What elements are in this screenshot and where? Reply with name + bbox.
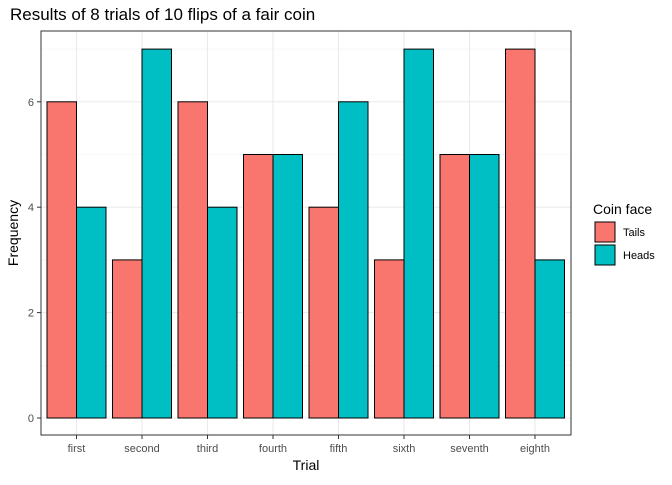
x-tick-label: second — [124, 443, 159, 455]
x-tick-label: fifth — [330, 443, 348, 455]
bar-heads-second — [141, 48, 172, 419]
bar-tails-sixth — [374, 259, 405, 419]
x-tick-label: sixth — [393, 443, 416, 455]
x-tick-label: first — [68, 443, 86, 455]
x-tick-label: fourth — [259, 443, 287, 455]
bars — [46, 48, 565, 419]
bar-tails-third — [177, 101, 208, 419]
chart-title: Results of 8 trials of 10 flips of a fai… — [10, 5, 315, 24]
y-axis-title: Frequency — [5, 200, 21, 266]
bar-tails-second — [112, 259, 143, 419]
bar-tails-first — [46, 101, 77, 419]
bar-tails-fifth — [308, 206, 339, 419]
bar-tails-seventh — [439, 154, 470, 419]
bar-heads-seventh — [469, 154, 500, 419]
bar-heads-third — [207, 206, 238, 419]
legend: Coin face Tails Heads — [593, 201, 655, 266]
plot-panel-border — [40, 30, 572, 436]
y-axis: 0 2 4 6 — [28, 97, 41, 425]
legend-key-tails — [594, 221, 616, 243]
y-tick-label: 2 — [28, 308, 34, 320]
legend-title: Coin face — [593, 201, 652, 217]
legend-key-heads — [594, 244, 616, 266]
bar-heads-fifth — [338, 101, 369, 419]
bar-heads-eighth — [534, 259, 565, 419]
x-tick-label: third — [197, 443, 218, 455]
x-axis-title: Trial — [293, 457, 320, 473]
x-axis: first second third fourth fifth sixth seventh e… — [68, 435, 550, 455]
bar-heads-first — [76, 206, 107, 419]
legend-label-heads: Heads — [623, 250, 655, 262]
bar-heads-sixth — [403, 48, 434, 419]
bar-tails-eighth — [505, 48, 536, 419]
x-tick-label: seventh — [450, 443, 489, 455]
y-tick-label: 0 — [28, 413, 34, 425]
bar-heads-fourth — [272, 154, 303, 419]
y-tick-label: 6 — [28, 97, 34, 109]
bar-tails-fourth — [243, 154, 274, 419]
x-tick-label: eighth — [520, 443, 550, 455]
legend-label-tails: Tails — [623, 227, 646, 239]
y-tick-label: 4 — [28, 202, 34, 214]
